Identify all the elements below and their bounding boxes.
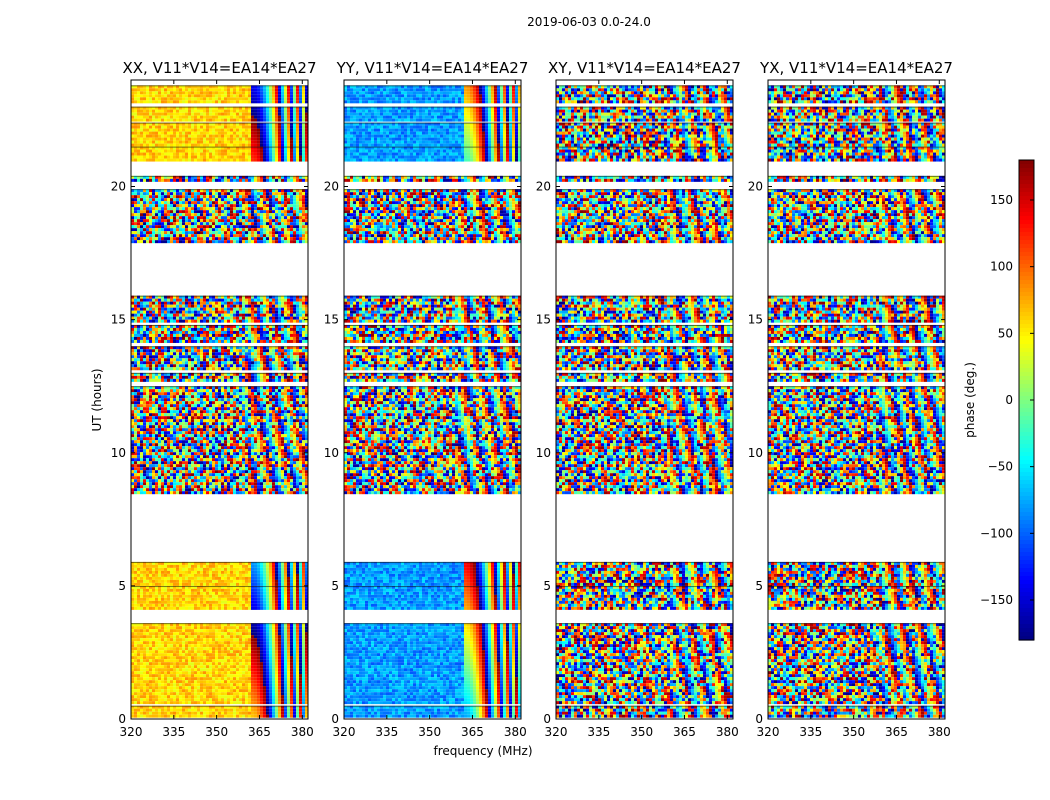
colorbar-tick-label-5: 100 — [990, 260, 1013, 274]
panel-3-image — [768, 80, 945, 719]
colorbar-label: phase (deg.) — [963, 362, 977, 438]
panel-2-title: XY, V11*V14=EA14*EA27 — [548, 59, 741, 77]
panel-2: XY, V11*V14=EA14*EA27 320 335 350 365 380 0 5 10… — [536, 59, 741, 739]
panel-3-xtick-label-335: 335 — [799, 725, 822, 739]
panel-1-xtick-label-380: 380 — [504, 725, 527, 739]
panel-1-image — [344, 80, 521, 719]
panel-1-ytick-label-5: 5 — [331, 579, 339, 593]
panel-0: XX, V11*V14=EA14*EA27 320 335 350 365 380 0 5 10… — [111, 59, 317, 739]
panel-1-ytick-label-15: 15 — [324, 313, 339, 327]
panel-2-ytick-label-10: 10 — [536, 446, 551, 460]
panel-0-ytick-label-10: 10 — [111, 446, 126, 460]
colorbar-tick-label-0: −150 — [980, 593, 1013, 607]
panel-0-ytick-label-0: 0 — [118, 712, 126, 726]
panel-1-title: YY, V11*V14=EA14*EA27 — [336, 59, 529, 77]
panel-0-image — [131, 80, 308, 719]
panel-3-frame — [767, 79, 946, 720]
panel-1-xtick-label-350: 350 — [418, 725, 441, 739]
panel-1-xtick-label-335: 335 — [375, 725, 398, 739]
panel-0-title: XX, V11*V14=EA14*EA27 — [122, 59, 316, 77]
panel-3: YX, V11*V14=EA14*EA27 320 335 350 365 380 0 5 10… — [748, 59, 953, 739]
panel-1-xtick-label-365: 365 — [461, 725, 484, 739]
panel-1-ytick-label-0: 0 — [331, 712, 339, 726]
panel-3-xtick-label-380: 380 — [928, 725, 951, 739]
panel-3-ytick-label-10: 10 — [748, 446, 763, 460]
panels-group: XX, V11*V14=EA14*EA27 320 335 350 365 380 0 5 10… — [111, 59, 953, 739]
panel-2-xtick-label-335: 335 — [587, 725, 610, 739]
panel-2-image — [556, 80, 733, 719]
colorbar-tick-label-1: −100 — [980, 526, 1013, 540]
panel-2-ytick-label-20: 20 — [536, 180, 551, 194]
panel-3-ytick-label-15: 15 — [748, 313, 763, 327]
panel-3-title: YX, V11*V14=EA14*EA27 — [759, 59, 953, 77]
panel-0-ytick-label-15: 15 — [111, 313, 126, 327]
panel-0-ytick-label-5: 5 — [118, 579, 126, 593]
panel-1-frame — [343, 79, 522, 720]
panel-3-xtick-label-365: 365 — [885, 725, 908, 739]
panel-1: YY, V11*V14=EA14*EA27 320 335 350 365 380 0 5 10… — [324, 59, 529, 739]
y-axis-label: UT (hours) — [90, 368, 104, 431]
panel-1-ytick-label-20: 20 — [324, 180, 339, 194]
panel-2-ytick-label-5: 5 — [543, 579, 551, 593]
colorbar: −150 −100 −50 0 50 100 150 — [980, 159, 1035, 641]
panel-2-xtick-label-350: 350 — [630, 725, 653, 739]
colorbar-tick-label-3: 0 — [1005, 393, 1013, 407]
panel-1-ytick-label-10: 10 — [324, 446, 339, 460]
panel-0-frame — [130, 79, 309, 720]
panel-3-xtick-label-350: 350 — [842, 725, 865, 739]
panel-2-ytick-label-0: 0 — [543, 712, 551, 726]
figure-suptitle: 2019-06-03 0.0-24.0 — [527, 15, 651, 29]
panel-2-xtick-label-320: 320 — [545, 725, 568, 739]
panel-0-xtick-label-350: 350 — [205, 725, 228, 739]
panel-3-ytick-label-5: 5 — [755, 579, 763, 593]
panel-3-ytick-label-20: 20 — [748, 180, 763, 194]
panel-2-ytick-label-15: 15 — [536, 313, 551, 327]
panel-0-ytick-label-20: 20 — [111, 180, 126, 194]
panel-2-frame — [555, 79, 734, 720]
panel-0-xtick-label-380: 380 — [291, 725, 314, 739]
panel-0-xtick-label-365: 365 — [248, 725, 271, 739]
x-axis-label: frequency (MHz) — [433, 744, 532, 758]
panel-0-xtick-label-320: 320 — [120, 725, 143, 739]
colorbar-tick-label-6: 150 — [990, 193, 1013, 207]
panel-3-xtick-label-320: 320 — [757, 725, 780, 739]
panel-2-xtick-label-365: 365 — [673, 725, 696, 739]
colorbar-tick-label-4: 50 — [998, 326, 1013, 340]
panel-3-ytick-label-0: 0 — [755, 712, 763, 726]
panel-0-xtick-label-335: 335 — [162, 725, 185, 739]
panel-2-xtick-label-380: 380 — [716, 725, 739, 739]
panel-1-xtick-label-320: 320 — [333, 725, 356, 739]
colorbar-tick-label-2: −50 — [988, 460, 1013, 474]
